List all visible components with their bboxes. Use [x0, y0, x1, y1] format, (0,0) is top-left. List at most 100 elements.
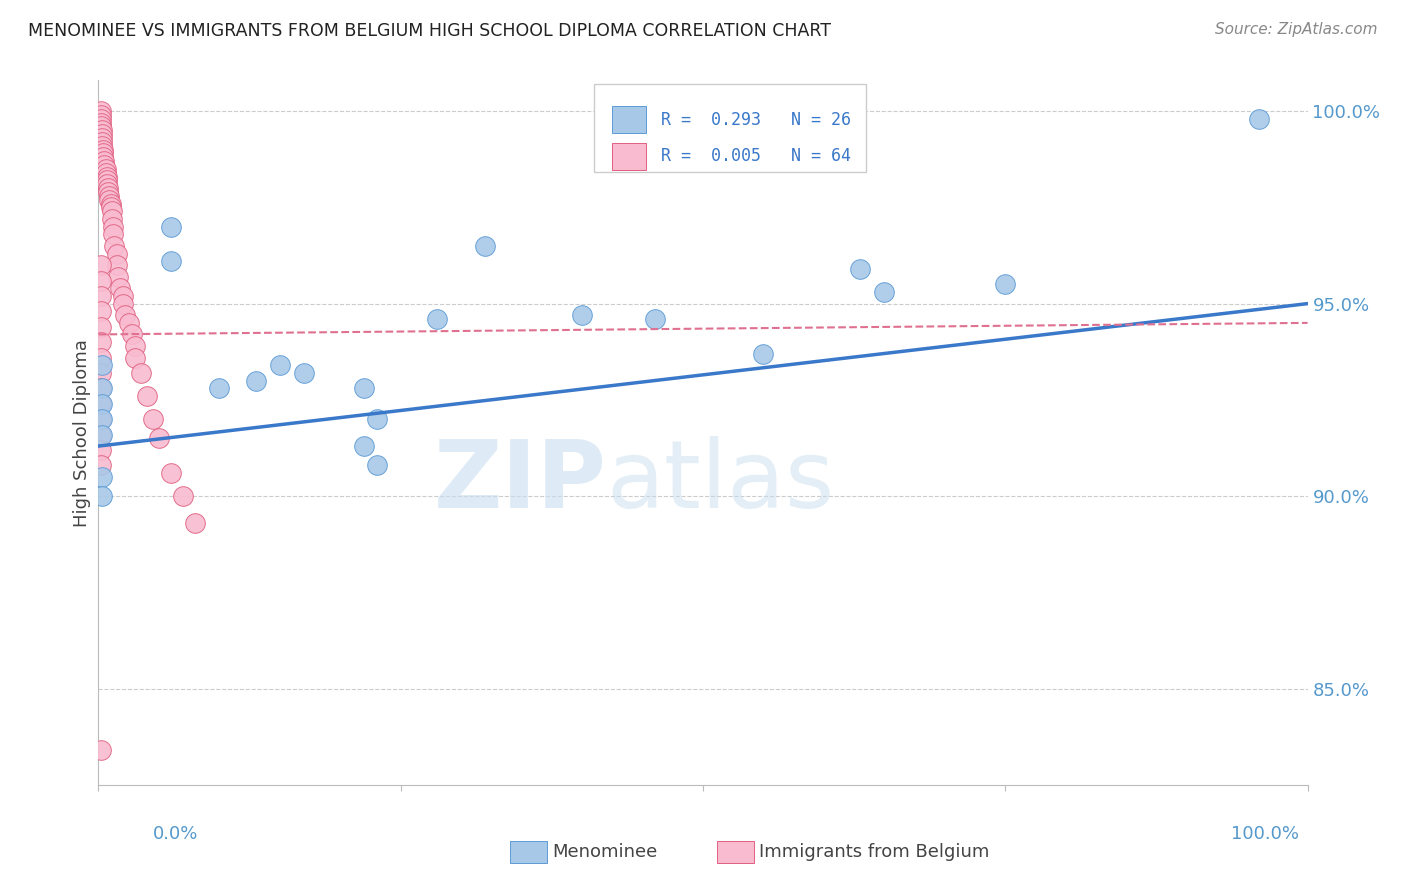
Y-axis label: High School Diploma: High School Diploma: [73, 339, 91, 526]
Point: [90, 335, 112, 350]
Point: [90, 427, 112, 442]
Point: [366, 412, 388, 426]
Point: [160, 466, 183, 480]
Point: [91, 123, 114, 137]
Point: [90, 412, 112, 426]
Point: [142, 412, 165, 426]
Point: [98, 193, 121, 207]
Point: [97, 181, 120, 195]
Text: Source: ZipAtlas.com: Source: ZipAtlas.com: [1215, 22, 1378, 37]
Point: [90, 289, 112, 303]
Point: [184, 516, 207, 530]
Point: [91, 146, 114, 161]
Point: [96, 178, 118, 192]
Point: [148, 431, 170, 445]
FancyBboxPatch shape: [595, 84, 866, 172]
Point: [90, 458, 112, 473]
Text: Menominee: Menominee: [553, 843, 658, 861]
Point: [426, 312, 449, 326]
Point: [94, 161, 117, 176]
Point: [849, 262, 872, 277]
Point: [97, 185, 120, 199]
Point: [103, 239, 125, 253]
Point: [100, 204, 122, 219]
Point: [100, 196, 122, 211]
Point: [90, 442, 112, 457]
Point: [124, 351, 146, 365]
Point: [90, 304, 112, 318]
Point: [93, 154, 115, 169]
Point: [111, 289, 134, 303]
Point: [160, 219, 183, 234]
Point: [644, 312, 666, 326]
Point: [90, 381, 112, 395]
Point: [91, 381, 114, 395]
Point: [105, 246, 128, 260]
Point: [105, 258, 128, 272]
Point: [90, 273, 112, 287]
FancyBboxPatch shape: [613, 143, 647, 169]
Point: [91, 143, 114, 157]
Point: [994, 277, 1017, 292]
Point: [90, 743, 112, 757]
Point: [91, 412, 114, 426]
Point: [114, 308, 136, 322]
Point: [91, 131, 114, 145]
Point: [101, 219, 124, 234]
Point: [108, 281, 131, 295]
Point: [107, 269, 129, 284]
Point: [571, 308, 593, 322]
Point: [208, 381, 231, 395]
Point: [93, 158, 115, 172]
Point: [96, 173, 118, 187]
Point: [90, 115, 112, 129]
Point: [124, 339, 146, 353]
Point: [91, 135, 114, 149]
Text: MENOMINEE VS IMMIGRANTS FROM BELGIUM HIGH SCHOOL DIPLOMA CORRELATION CHART: MENOMINEE VS IMMIGRANTS FROM BELGIUM HIG…: [28, 22, 831, 40]
Point: [121, 327, 143, 342]
Point: [135, 389, 157, 403]
Point: [172, 489, 194, 503]
Point: [292, 366, 315, 380]
Text: 100.0%: 100.0%: [1232, 825, 1299, 843]
Point: [94, 166, 117, 180]
Text: atlas: atlas: [606, 436, 835, 528]
Point: [91, 138, 114, 153]
FancyBboxPatch shape: [613, 106, 647, 133]
Point: [353, 381, 375, 395]
Text: R =  0.005   N = 64: R = 0.005 N = 64: [661, 147, 851, 165]
Point: [91, 397, 114, 411]
Text: 0.0%: 0.0%: [153, 825, 198, 843]
Point: [269, 358, 291, 372]
Point: [90, 397, 112, 411]
Point: [98, 189, 121, 203]
Point: [100, 211, 122, 226]
Point: [90, 112, 112, 126]
Point: [245, 374, 267, 388]
Point: [90, 258, 112, 272]
Point: [96, 169, 118, 184]
Point: [91, 358, 114, 372]
Point: [366, 458, 388, 473]
Point: [90, 319, 112, 334]
Point: [873, 285, 896, 299]
Point: [90, 104, 112, 119]
Point: [101, 227, 124, 242]
Point: [752, 347, 775, 361]
Point: [160, 254, 183, 268]
Point: [90, 351, 112, 365]
Point: [118, 316, 141, 330]
Point: [90, 366, 112, 380]
Point: [474, 239, 496, 253]
Point: [90, 108, 112, 122]
Text: ZIP: ZIP: [433, 436, 606, 528]
Point: [100, 200, 122, 214]
Point: [90, 120, 112, 134]
Text: R =  0.293   N = 26: R = 0.293 N = 26: [661, 111, 851, 128]
Point: [91, 127, 114, 141]
Point: [129, 366, 152, 380]
Point: [111, 296, 134, 310]
Text: Immigrants from Belgium: Immigrants from Belgium: [759, 843, 990, 861]
Point: [91, 489, 114, 503]
Point: [91, 150, 114, 164]
